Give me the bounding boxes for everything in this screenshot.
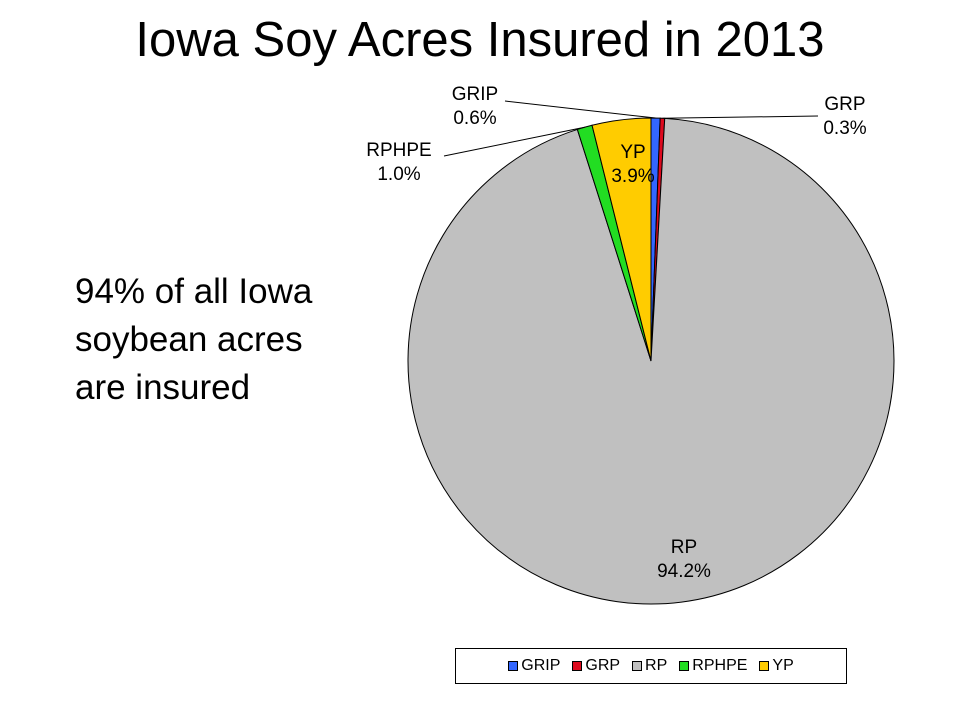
slice-label-value-rphpe: 1.0% xyxy=(377,164,420,185)
slice-label-value-grip: 0.6% xyxy=(453,108,496,129)
insured-note: 94% of all Iowa soybean acres are insure… xyxy=(75,268,395,412)
note-line-3: are insured xyxy=(75,368,251,407)
pie-slice-yp xyxy=(591,117,652,362)
chart-legend: GRIP GRP RP RPHPE YP xyxy=(455,648,847,684)
legend-label-rphpe: RPHPE xyxy=(692,657,748,674)
legend-swatch-rp xyxy=(632,661,643,671)
legend-swatch-grp xyxy=(572,661,583,671)
chart-title: Iowa Soy Acres Insured in 2013 xyxy=(135,13,825,67)
slice-label-value-grp: 0.3% xyxy=(823,118,866,139)
note-line-2: soybean acres xyxy=(75,320,303,359)
legend-label-grp: GRP xyxy=(585,657,621,674)
slice-label-value-rp: 94.2% xyxy=(657,561,711,582)
legend-item-grip: GRIP xyxy=(508,657,560,675)
legend-swatch-rphpe xyxy=(679,661,690,671)
leader-line-rphpe xyxy=(443,126,585,157)
slice-label-name-rp: RP xyxy=(671,537,697,558)
pie-slice-rp xyxy=(407,117,895,605)
legend-swatch-yp xyxy=(759,661,770,671)
slice-label-name-rphpe: RPHPE xyxy=(366,140,431,161)
legend-item-rphpe: RPHPE xyxy=(679,657,747,675)
leader-line-grp xyxy=(662,115,819,119)
legend-item-yp: YP xyxy=(759,657,794,675)
leader-line-grip xyxy=(504,100,656,119)
legend-swatch-grip xyxy=(508,661,519,671)
slice-label-name-yp: YP xyxy=(620,142,645,163)
legend-item-grp: GRP xyxy=(572,657,620,675)
legend-label-rp: RP xyxy=(645,657,668,674)
legend-item-rp: RP xyxy=(632,657,667,675)
note-line-1: 94% of all Iowa xyxy=(75,272,313,311)
legend-label-yp: YP xyxy=(772,657,794,674)
slice-label-value-yp: 3.9% xyxy=(611,166,654,187)
legend-label-grip: GRIP xyxy=(521,657,561,674)
slice-label-name-grp: GRP xyxy=(824,94,865,115)
slice-label-name-grip: GRIP xyxy=(452,84,498,105)
